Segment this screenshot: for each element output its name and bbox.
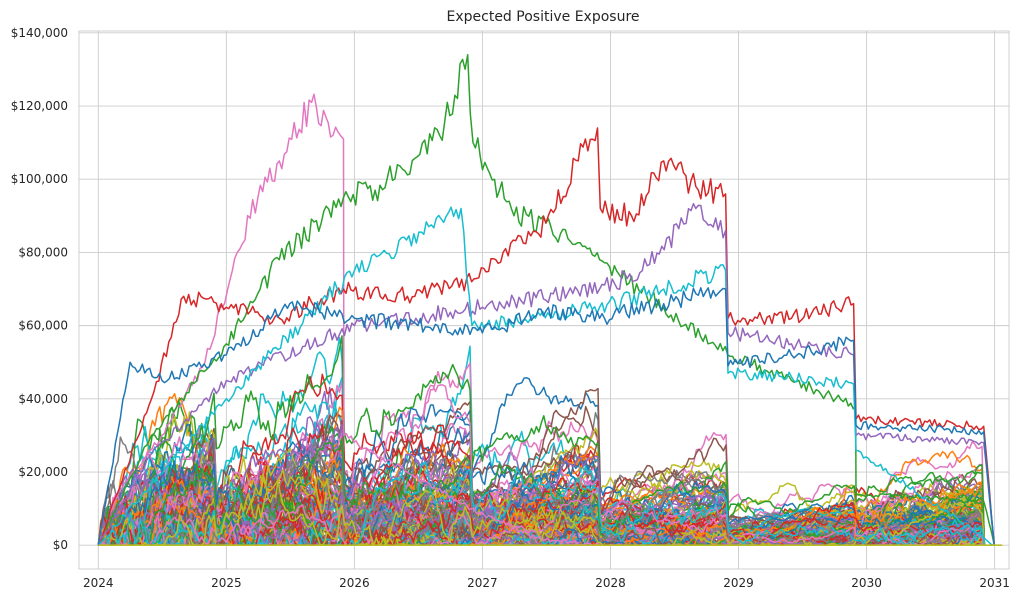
highlighted-exposure-path [97,206,995,546]
x-tick-label: 2025 [211,576,242,590]
y-tick-label: $80,000 [18,245,68,259]
chart-title: Expected Positive Exposure [447,9,640,25]
x-tick-label: 2024 [83,576,114,590]
y-tick-label: $100,000 [11,172,68,186]
exposure-path [98,438,995,546]
x-tick-label: 2026 [339,576,370,590]
exposure-path [98,437,995,546]
y-tick-label: $60,000 [18,319,68,333]
x-tick-label: 2027 [467,576,498,590]
y-tick-label: $20,000 [18,465,68,479]
y-tick-label: $40,000 [18,392,68,406]
y-tick-label: $120,000 [11,99,68,113]
highlighted-exposure-path [97,93,601,546]
x-tick-label: 2031 [979,576,1010,590]
highlighted-exposure-path [97,202,996,546]
highlight-layer [97,54,1003,547]
highlighted-exposure-path [97,287,996,546]
y-tick-label: $140,000 [11,26,68,40]
x-tick-label: 2028 [595,576,626,590]
x-tick-label: 2030 [851,576,882,590]
highlighted-exposure-path [97,127,996,546]
x-tick-label: 2029 [723,576,754,590]
axis-layer: 2024 2025 2026 2027 2028 2029 2030 2031 $0 $20,00… [11,26,1010,590]
y-tick-label: $0 [53,538,68,552]
